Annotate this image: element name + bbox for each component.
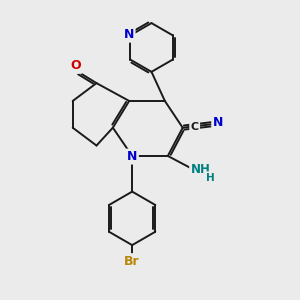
Text: N: N xyxy=(124,28,134,41)
Text: C: C xyxy=(190,122,199,132)
Text: Br: Br xyxy=(124,255,140,268)
Text: H: H xyxy=(206,172,214,183)
Text: N: N xyxy=(213,116,223,129)
Text: N: N xyxy=(127,150,137,163)
Text: O: O xyxy=(70,59,81,72)
Text: NH: NH xyxy=(190,163,211,176)
